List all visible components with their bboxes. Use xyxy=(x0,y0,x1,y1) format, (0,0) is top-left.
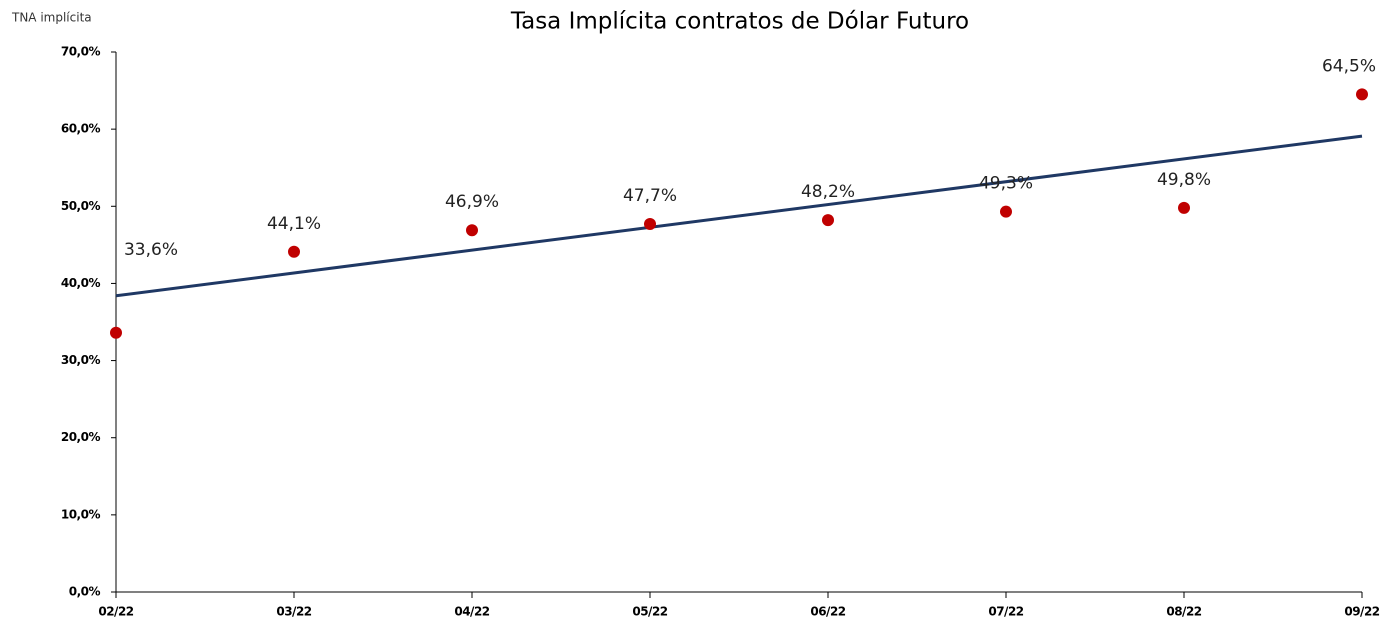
trendline xyxy=(115,134,1363,298)
x-tick-label: 06/22 xyxy=(810,605,845,619)
x-tick-label: 04/22 xyxy=(454,605,489,619)
y-tick-label: 30,0% xyxy=(61,353,101,367)
x-tick-label: 02/22 xyxy=(98,605,133,619)
data-label: 46,9% xyxy=(445,192,499,212)
point xyxy=(466,224,478,237)
chart-title: Tasa Implícita contratos de Dólar Futuro xyxy=(510,9,969,35)
point xyxy=(644,218,656,231)
y-tick-label: 50,0% xyxy=(61,199,101,213)
x-tick-label: 09/22 xyxy=(1344,605,1379,619)
y-tick-label: 20,0% xyxy=(61,430,101,444)
data-label: 49,3% xyxy=(979,174,1033,194)
y-tick-label: 60,0% xyxy=(61,122,101,136)
data-label: 64,5% xyxy=(1322,56,1376,76)
point xyxy=(1178,201,1190,214)
x-tick-label: 07/22 xyxy=(988,605,1023,619)
y-tick-label: 40,0% xyxy=(61,276,101,290)
point xyxy=(1000,205,1012,218)
y-tick-label: 10,0% xyxy=(61,507,101,521)
point xyxy=(288,245,300,258)
data-label: 48,2% xyxy=(801,182,855,202)
data-label: 33,6% xyxy=(124,240,178,260)
data-label: 49,8% xyxy=(1157,170,1211,190)
point xyxy=(822,214,834,227)
data-label: 47,7% xyxy=(623,186,677,206)
x-tick-label: 03/22 xyxy=(276,605,311,619)
x-tick-label: 08/22 xyxy=(1166,605,1201,619)
x-tick-label: 05/22 xyxy=(632,605,667,619)
data-label: 44,1% xyxy=(267,214,321,234)
y-tick-label: 0,0% xyxy=(69,585,101,599)
y-axis-label: TNA implícita xyxy=(11,11,92,25)
point xyxy=(1356,88,1368,101)
point xyxy=(110,326,122,339)
y-tick-label: 70,0% xyxy=(61,45,101,59)
